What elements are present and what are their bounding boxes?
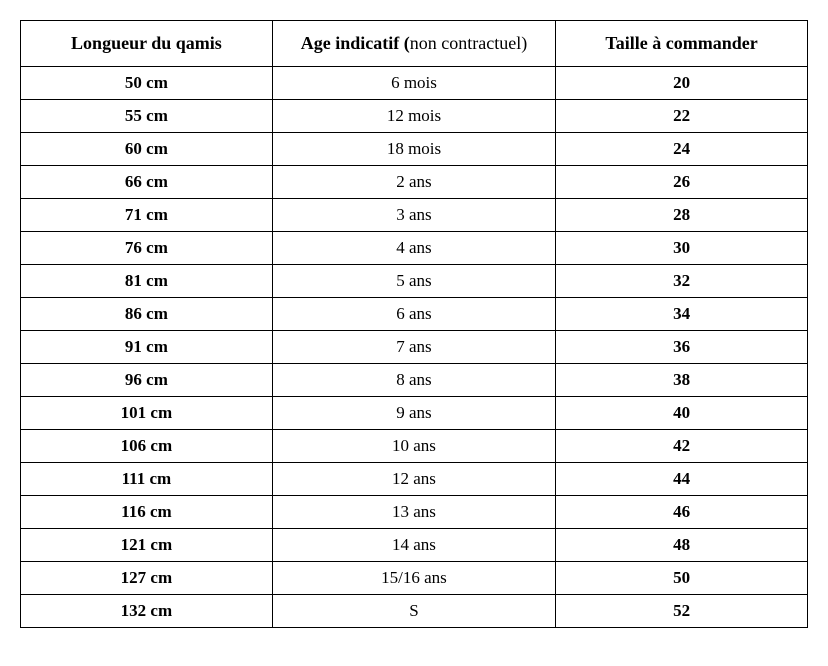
- table-row: 127 cm15/16 ans50: [21, 562, 808, 595]
- cell-age: 6 mois: [272, 67, 555, 100]
- cell-length: 91 cm: [21, 331, 273, 364]
- table-row: 116 cm13 ans46: [21, 496, 808, 529]
- cell-size: 48: [556, 529, 808, 562]
- cell-age: 13 ans: [272, 496, 555, 529]
- cell-length: 121 cm: [21, 529, 273, 562]
- cell-length: 111 cm: [21, 463, 273, 496]
- cell-size: 46: [556, 496, 808, 529]
- cell-size: 20: [556, 67, 808, 100]
- cell-age: 7 ans: [272, 331, 555, 364]
- cell-length: 127 cm: [21, 562, 273, 595]
- cell-size: 26: [556, 166, 808, 199]
- cell-size: 22: [556, 100, 808, 133]
- cell-size: 44: [556, 463, 808, 496]
- table-body: 50 cm6 mois2055 cm12 mois2260 cm18 mois2…: [21, 67, 808, 628]
- cell-length: 60 cm: [21, 133, 273, 166]
- cell-length: 101 cm: [21, 397, 273, 430]
- table-row: 60 cm18 mois24: [21, 133, 808, 166]
- cell-length: 132 cm: [21, 595, 273, 628]
- cell-length: 71 cm: [21, 199, 273, 232]
- cell-length: 50 cm: [21, 67, 273, 100]
- cell-age: 6 ans: [272, 298, 555, 331]
- cell-size: 40: [556, 397, 808, 430]
- cell-size: 42: [556, 430, 808, 463]
- header-age-note: non contractuel): [410, 33, 527, 53]
- cell-length: 96 cm: [21, 364, 273, 397]
- table-row: 50 cm6 mois20: [21, 67, 808, 100]
- cell-size: 52: [556, 595, 808, 628]
- table-row: 111 cm12 ans44: [21, 463, 808, 496]
- cell-age: 15/16 ans: [272, 562, 555, 595]
- cell-age: 12 ans: [272, 463, 555, 496]
- header-length: Longueur du qamis: [21, 21, 273, 67]
- cell-length: 81 cm: [21, 265, 273, 298]
- cell-size: 32: [556, 265, 808, 298]
- cell-length: 116 cm: [21, 496, 273, 529]
- table-row: 76 cm4 ans30: [21, 232, 808, 265]
- table-row: 106 cm10 ans42: [21, 430, 808, 463]
- cell-age: 14 ans: [272, 529, 555, 562]
- cell-age: 12 mois: [272, 100, 555, 133]
- cell-age: 2 ans: [272, 166, 555, 199]
- cell-length: 106 cm: [21, 430, 273, 463]
- cell-size: 30: [556, 232, 808, 265]
- table-row: 66 cm2 ans26: [21, 166, 808, 199]
- table-row: 86 cm6 ans34: [21, 298, 808, 331]
- cell-age: 3 ans: [272, 199, 555, 232]
- cell-size: 36: [556, 331, 808, 364]
- table-row: 55 cm12 mois22: [21, 100, 808, 133]
- header-age: Age indicatif (non contractuel): [272, 21, 555, 67]
- cell-age: S: [272, 595, 555, 628]
- cell-length: 76 cm: [21, 232, 273, 265]
- header-size: Taille à commander: [556, 21, 808, 67]
- cell-length: 86 cm: [21, 298, 273, 331]
- table-row: 91 cm7 ans36: [21, 331, 808, 364]
- cell-age: 10 ans: [272, 430, 555, 463]
- header-age-bold: Age indicatif (: [301, 33, 410, 53]
- size-chart-table: Longueur du qamis Age indicatif (non con…: [20, 20, 808, 628]
- cell-size: 50: [556, 562, 808, 595]
- table-row: 132 cmS52: [21, 595, 808, 628]
- table-row: 121 cm14 ans48: [21, 529, 808, 562]
- cell-age: 5 ans: [272, 265, 555, 298]
- cell-size: 28: [556, 199, 808, 232]
- cell-age: 9 ans: [272, 397, 555, 430]
- cell-size: 24: [556, 133, 808, 166]
- cell-age: 18 mois: [272, 133, 555, 166]
- cell-length: 55 cm: [21, 100, 273, 133]
- table-row: 101 cm9 ans40: [21, 397, 808, 430]
- cell-size: 38: [556, 364, 808, 397]
- table-header-row: Longueur du qamis Age indicatif (non con…: [21, 21, 808, 67]
- table-row: 96 cm8 ans38: [21, 364, 808, 397]
- cell-length: 66 cm: [21, 166, 273, 199]
- table-row: 81 cm5 ans32: [21, 265, 808, 298]
- cell-age: 8 ans: [272, 364, 555, 397]
- cell-size: 34: [556, 298, 808, 331]
- table-row: 71 cm3 ans28: [21, 199, 808, 232]
- cell-age: 4 ans: [272, 232, 555, 265]
